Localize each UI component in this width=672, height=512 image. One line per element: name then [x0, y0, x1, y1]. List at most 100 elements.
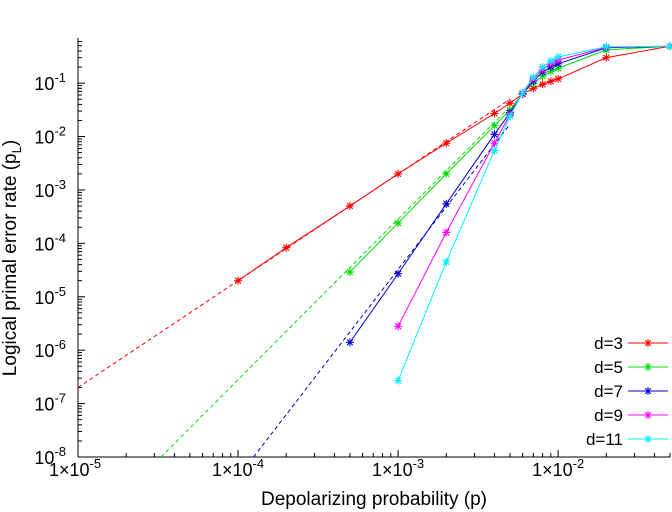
data-point-d11 — [490, 146, 499, 155]
marker-stroke — [442, 200, 450, 208]
data-point-d11 — [442, 257, 451, 266]
y-tick-label: 10-1 — [34, 70, 66, 94]
y-tick-label: 10-3 — [34, 177, 66, 201]
marker-stroke — [530, 85, 537, 92]
x-tick-label-exponent: -2 — [573, 456, 585, 471]
y-tick-label-mantissa: 10 — [34, 341, 54, 361]
marker-stroke — [394, 219, 402, 227]
x-tick-label-exponent: -3 — [413, 456, 425, 471]
y-tick-label-exponent: -3 — [54, 177, 66, 192]
data-point-d3 — [282, 243, 291, 252]
series-line-d7 — [349, 45, 671, 343]
data-point-d11 — [394, 376, 403, 385]
marker-stroke — [519, 89, 526, 97]
marker-stroke — [442, 170, 450, 178]
marker-stroke — [644, 363, 652, 371]
legend-item-d7: d=7 — [594, 382, 668, 401]
legend-item-d11: d=11 — [586, 430, 668, 449]
marker-stroke — [506, 112, 514, 120]
data-point-d7 — [345, 338, 354, 347]
y-tick-label: 10-4 — [34, 230, 66, 254]
y-tick-label-exponent: -6 — [54, 337, 66, 352]
y-tick-label-mantissa: 10 — [34, 395, 54, 415]
y-axis-label-sub: L — [9, 146, 24, 153]
series-line-d5 — [349, 45, 671, 273]
legend-marker — [644, 387, 652, 395]
data-point-d3 — [602, 53, 611, 62]
marker-stroke — [644, 387, 652, 395]
y-tick-label-exponent: -5 — [54, 284, 66, 299]
marker-stroke — [530, 73, 537, 81]
marker-stroke — [554, 75, 562, 83]
marker-stroke — [539, 63, 546, 71]
data-point-d11 — [554, 52, 563, 61]
marker-stroke — [547, 57, 555, 65]
fit-line-d3 — [78, 98, 511, 388]
data-point-d5 — [442, 169, 451, 178]
y-tick-label: 10-2 — [34, 124, 66, 148]
series-line-d11 — [397, 45, 671, 381]
legend-marker — [644, 339, 652, 347]
marker-stroke — [491, 131, 498, 138]
series-d7 — [345, 42, 672, 347]
data-point-d3 — [394, 169, 403, 178]
y-tick-label-mantissa: 10 — [34, 74, 54, 94]
data-point-d9 — [394, 322, 403, 331]
legend-marker — [644, 411, 652, 419]
legend-item-d9: d=9 — [594, 406, 668, 425]
x-tick-label: 1×10-5 — [49, 456, 101, 480]
x-tick-label-mantissa: 1×10 — [532, 460, 573, 480]
marker-stroke — [346, 339, 354, 346]
data-point-d7 — [394, 269, 403, 278]
y-tick-label-mantissa: 10 — [34, 288, 54, 308]
marker-stroke — [346, 268, 354, 276]
data-point-d7 — [490, 130, 499, 139]
axes-ticks — [77, 41, 671, 458]
y-axis-label-main: Logical primal error rate (p — [0, 153, 21, 376]
data-point-d11 — [518, 88, 527, 97]
marker-stroke — [442, 229, 450, 236]
y-tick-label-mantissa: 10 — [34, 448, 54, 468]
y-tick-label-exponent: -4 — [54, 230, 66, 245]
fit-line-d7 — [253, 123, 511, 457]
legend-item-d3: d=3 — [594, 334, 668, 353]
legend-label: d=3 — [594, 334, 623, 353]
x-tick-label: 1×10-2 — [532, 456, 584, 480]
marker-stroke — [234, 277, 242, 284]
marker-stroke — [547, 78, 555, 85]
series-d11 — [394, 42, 672, 385]
x-tick-label-exponent: -4 — [253, 456, 265, 471]
data-point-d11 — [529, 73, 538, 82]
data-point-d11 — [505, 112, 514, 121]
fit-lines — [78, 98, 511, 457]
y-tick-label-exponent: -2 — [54, 124, 66, 139]
y-tick-label-exponent: -1 — [54, 70, 66, 85]
x-tick-label-mantissa: 1×10 — [49, 460, 90, 480]
data-point-d11 — [538, 63, 547, 72]
data-point-d3 — [505, 99, 514, 108]
legend-label: d=5 — [594, 358, 623, 377]
y-tick-label: 10-8 — [34, 444, 66, 468]
y-tick-label-exponent: -7 — [54, 391, 66, 406]
data-point-d3 — [538, 80, 547, 89]
marker-stroke — [603, 43, 610, 51]
y-tick-label: 10-5 — [34, 284, 66, 308]
x-axis-label: Depolarizing probability (p) — [261, 489, 487, 510]
data-point-d3 — [546, 77, 555, 86]
legend-label: d=11 — [586, 430, 623, 449]
marker-stroke — [282, 244, 290, 251]
legend-item-d5: d=5 — [594, 358, 668, 377]
x-tick-labels: 1×10-5 1×10-4 1×10-3 1×10-2 — [49, 456, 584, 480]
y-tick-label-mantissa: 10 — [34, 181, 54, 201]
y-tick-labels: 10-810-710-610-510-410-310-210-1 — [34, 70, 66, 468]
data-point-d3 — [234, 276, 243, 285]
fit-line-d5 — [160, 106, 511, 457]
marker-stroke — [442, 258, 450, 266]
marker-stroke — [644, 411, 652, 419]
y-axis-label-close: ) — [0, 140, 21, 146]
marker-stroke — [394, 323, 402, 330]
marker-stroke — [491, 147, 498, 154]
y-axis-label: Logical primal error rate (pL) — [0, 140, 24, 376]
data-point-d11 — [602, 42, 611, 51]
